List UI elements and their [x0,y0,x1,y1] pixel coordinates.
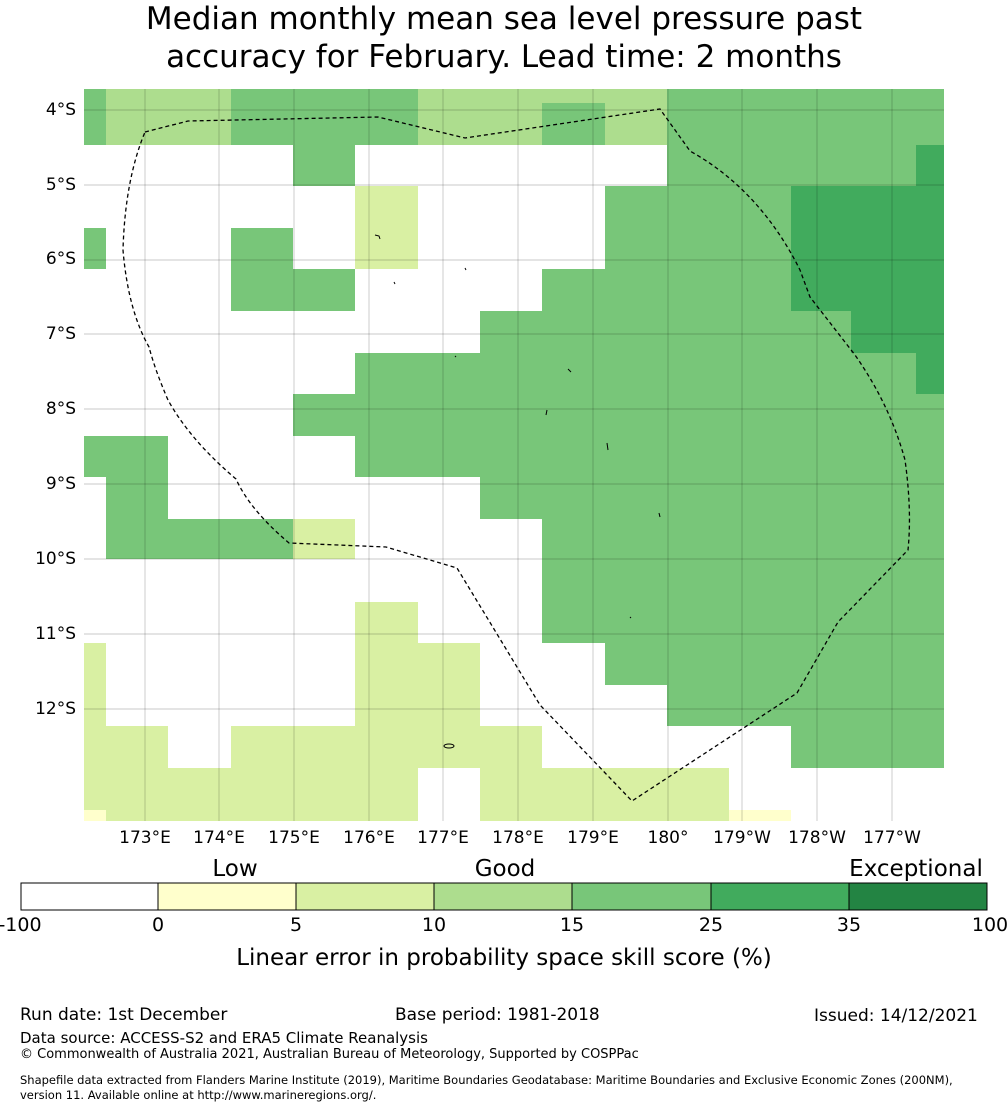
lat-label-4s: 4°S [45,100,76,120]
data-source: Data source: ACCESS-S2 and ERA5 Climate … [20,1029,428,1047]
graticule [84,89,944,821]
colorbar-tick-5: 5 [289,914,303,936]
lon-label-175e: 175°E [268,828,320,848]
lon-label-173e: 173°E [119,828,171,848]
colorbar-bin-1 [20,882,159,911]
lat-label-5s: 5°S [45,175,76,195]
lat-label-8s: 8°S [45,399,76,419]
lon-label-178e: 178°E [492,828,544,848]
colorbar-bin-4 [433,882,573,911]
lon-label-176e: 176°E [343,828,395,848]
lon-label-179w: 179°W [713,828,771,848]
colorbar-bin-6 [710,882,850,911]
lat-label-12s: 12°S [35,699,76,719]
colorbar-tick-minus100: -100 [0,914,42,936]
colorbar [20,882,988,911]
lat-label-6s: 6°S [45,249,76,269]
colorbar-tick-100: 100 [971,914,1008,936]
colorbar-bin-7 [848,882,988,911]
lon-label-174e: 174°E [193,828,245,848]
title-line-2: accuracy for February. Lead time: 2 mont… [166,39,842,75]
lat-label-11s: 11°S [35,624,76,644]
lon-label-178w: 178°W [788,828,846,848]
legend-category-low: Low [212,856,258,882]
lat-label-7s: 7°S [45,324,76,344]
base-period: Base period: 1981-2018 [395,1005,600,1025]
lat-label-10s: 10°S [35,549,76,569]
lon-label-179e: 179°E [567,828,619,848]
legend-category-good: Good [474,856,536,882]
colorbar-bin-5 [571,882,712,911]
island-outlines [374,234,661,749]
map-title: Median monthly mean sea level pressure p… [0,0,1008,76]
lon-label-177w: 177°W [863,828,921,848]
issued-date: Issued: 14/12/2021 [814,1006,978,1026]
lon-label-177e: 177°E [417,828,469,848]
colorbar-tick-25: 25 [698,914,724,936]
colorbar-label: Linear error in probability space skill … [236,945,772,971]
skill-grid [84,89,944,821]
colorbar-tick-15: 15 [559,914,585,936]
shapefile-credit-line-1: Shapefile data extracted from Flanders M… [20,1073,953,1087]
colorbar-tick-10: 10 [421,914,447,936]
colorbar-tick-0: 0 [151,914,165,936]
colorbar-tick-35: 35 [836,914,862,936]
lat-label-9s: 9°S [45,474,76,494]
shapefile-credit-line-2: version 11. Available online at http://w… [20,1088,377,1102]
copyright: © Commonwealth of Australia 2021, Austra… [20,1047,639,1062]
eez-boundary [122,108,911,802]
run-date: Run date: 1st December [20,1005,228,1025]
colorbar-bin-3 [295,882,435,911]
legend-category-exceptional: Exceptional [849,856,983,882]
lon-label-180: 180° [647,828,689,848]
colorbar-bin-2 [157,882,297,911]
title-line-1: Median monthly mean sea level pressure p… [145,1,863,37]
